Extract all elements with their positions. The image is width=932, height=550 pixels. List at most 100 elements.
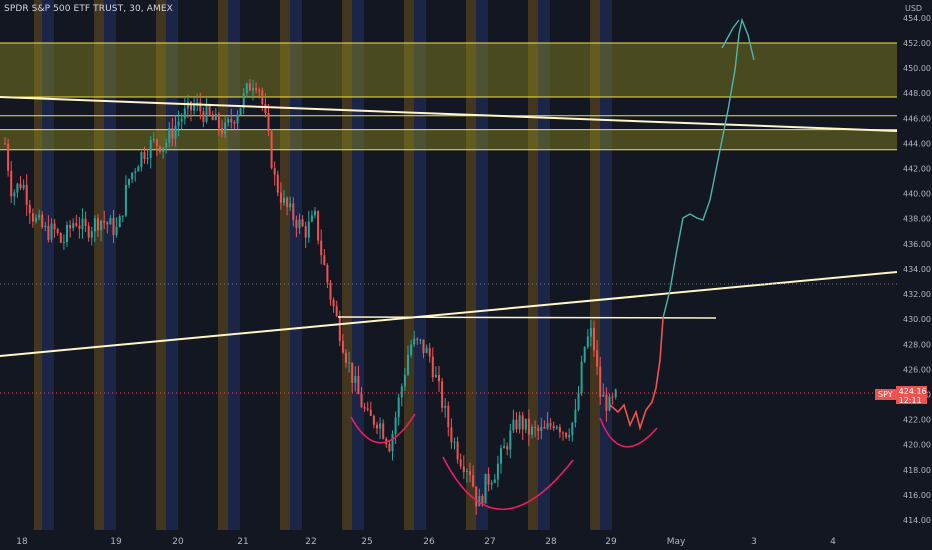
neckline — [337, 316, 717, 319]
candle-body — [140, 152, 143, 167]
price-tick-label: 434.00 — [903, 265, 931, 274]
candle-body — [611, 396, 614, 398]
candle-body — [487, 473, 490, 485]
price-tick-label: 422.00 — [903, 416, 931, 425]
candle-body — [456, 441, 459, 460]
candle-body — [558, 427, 561, 433]
currency-label: USD — [905, 4, 923, 13]
resistance-zone — [0, 129, 897, 150]
candle-body — [190, 101, 192, 111]
candle-body — [75, 223, 78, 226]
candle-body — [168, 128, 171, 143]
candle-body — [475, 486, 478, 507]
time-tick-label: 26 — [423, 537, 435, 547]
candle-body — [320, 240, 323, 256]
candle-body — [605, 394, 608, 411]
candle-body — [56, 229, 59, 234]
time-axis[interactable]: 18 19 20 21 22 25 26 27 28 29 May 3 4 — [0, 530, 897, 550]
candle-body — [128, 179, 130, 185]
candle-body — [47, 225, 50, 240]
session-band — [590, 0, 600, 530]
candle-body — [447, 405, 450, 428]
candle-body — [568, 434, 571, 438]
time-tick-label: 28 — [545, 537, 557, 547]
candle-body — [537, 428, 540, 431]
candle-body — [589, 327, 592, 337]
candle-body — [403, 374, 406, 387]
candle-body — [577, 393, 580, 410]
last-price-badge: SPY 424.16 12:11 — [875, 386, 927, 405]
candle-body — [509, 430, 512, 450]
candle-body — [518, 415, 521, 430]
price-tick-label: 430.00 — [903, 315, 931, 324]
candle-body — [118, 216, 121, 228]
candle-body — [481, 495, 484, 504]
candle-body — [205, 105, 208, 122]
projected-rise-path — [662, 17, 755, 319]
candle-body — [50, 223, 53, 240]
session-band — [42, 0, 54, 530]
candle-body — [72, 223, 75, 229]
candle-body — [397, 397, 400, 418]
price-tick-label: 448.00 — [903, 89, 931, 98]
candle-body — [574, 409, 577, 423]
bar-countdown: 12:11 — [898, 396, 922, 405]
resistance-zones — [0, 42, 897, 151]
candle-body — [332, 299, 335, 307]
candle-body — [614, 389, 617, 398]
candle-body — [534, 426, 537, 429]
candle-body — [264, 103, 267, 114]
candle-body — [465, 470, 468, 472]
time-tick-label: 29 — [605, 537, 617, 547]
candle-body — [552, 425, 555, 429]
session-band — [466, 0, 476, 530]
price-axis-bg — [897, 0, 932, 550]
candle-body — [273, 168, 276, 175]
candle-body — [109, 218, 112, 225]
candle-body — [416, 338, 419, 340]
time-tick-label: May — [667, 537, 686, 547]
candle-body — [81, 218, 84, 229]
candle-body — [593, 327, 595, 351]
candle-body — [103, 220, 106, 223]
price-tick-label: 450.00 — [903, 64, 931, 73]
price-tick-label: 438.00 — [903, 215, 931, 224]
candle-body — [419, 339, 422, 341]
candle-body — [586, 336, 589, 347]
candle-body — [112, 218, 115, 236]
price-value-box: 424.16 12:11 — [895, 386, 927, 405]
candle-body — [171, 128, 174, 139]
candle-body — [503, 446, 506, 449]
candle-body — [165, 142, 168, 148]
candle-body — [500, 448, 502, 464]
candle-body — [555, 427, 558, 429]
candle-body — [341, 340, 344, 353]
candle-body — [422, 339, 425, 353]
candle-body — [453, 441, 456, 443]
candle-body — [208, 105, 211, 115]
candle-body — [317, 210, 320, 241]
time-tick-label: 21 — [237, 537, 248, 547]
candle-body — [546, 423, 549, 429]
price-axis[interactable]: 414.00416.00418.00420.00422.00424.00426.… — [897, 0, 932, 550]
candle-body — [66, 225, 68, 242]
candle-body — [583, 346, 586, 362]
candle-body — [441, 381, 444, 408]
chart-title: SPDR S&P 500 ETF TRUST, 30, AMEX — [4, 4, 173, 14]
candle-body — [493, 479, 496, 483]
session-band — [476, 0, 488, 530]
price-tick-label: 454.00 — [903, 14, 931, 23]
price-tick-label: 444.00 — [903, 139, 931, 148]
time-tick-label: 22 — [305, 537, 316, 547]
candle-body — [155, 139, 158, 147]
candle-body — [31, 213, 34, 222]
candle-body — [608, 396, 611, 411]
candle-body — [301, 219, 304, 227]
candle-body — [53, 223, 56, 230]
candle-body — [230, 118, 233, 122]
time-tick-label: 20 — [172, 537, 184, 547]
price-tick-label: 416.00 — [903, 491, 931, 500]
candle-body — [543, 427, 546, 429]
session-band — [342, 0, 352, 530]
